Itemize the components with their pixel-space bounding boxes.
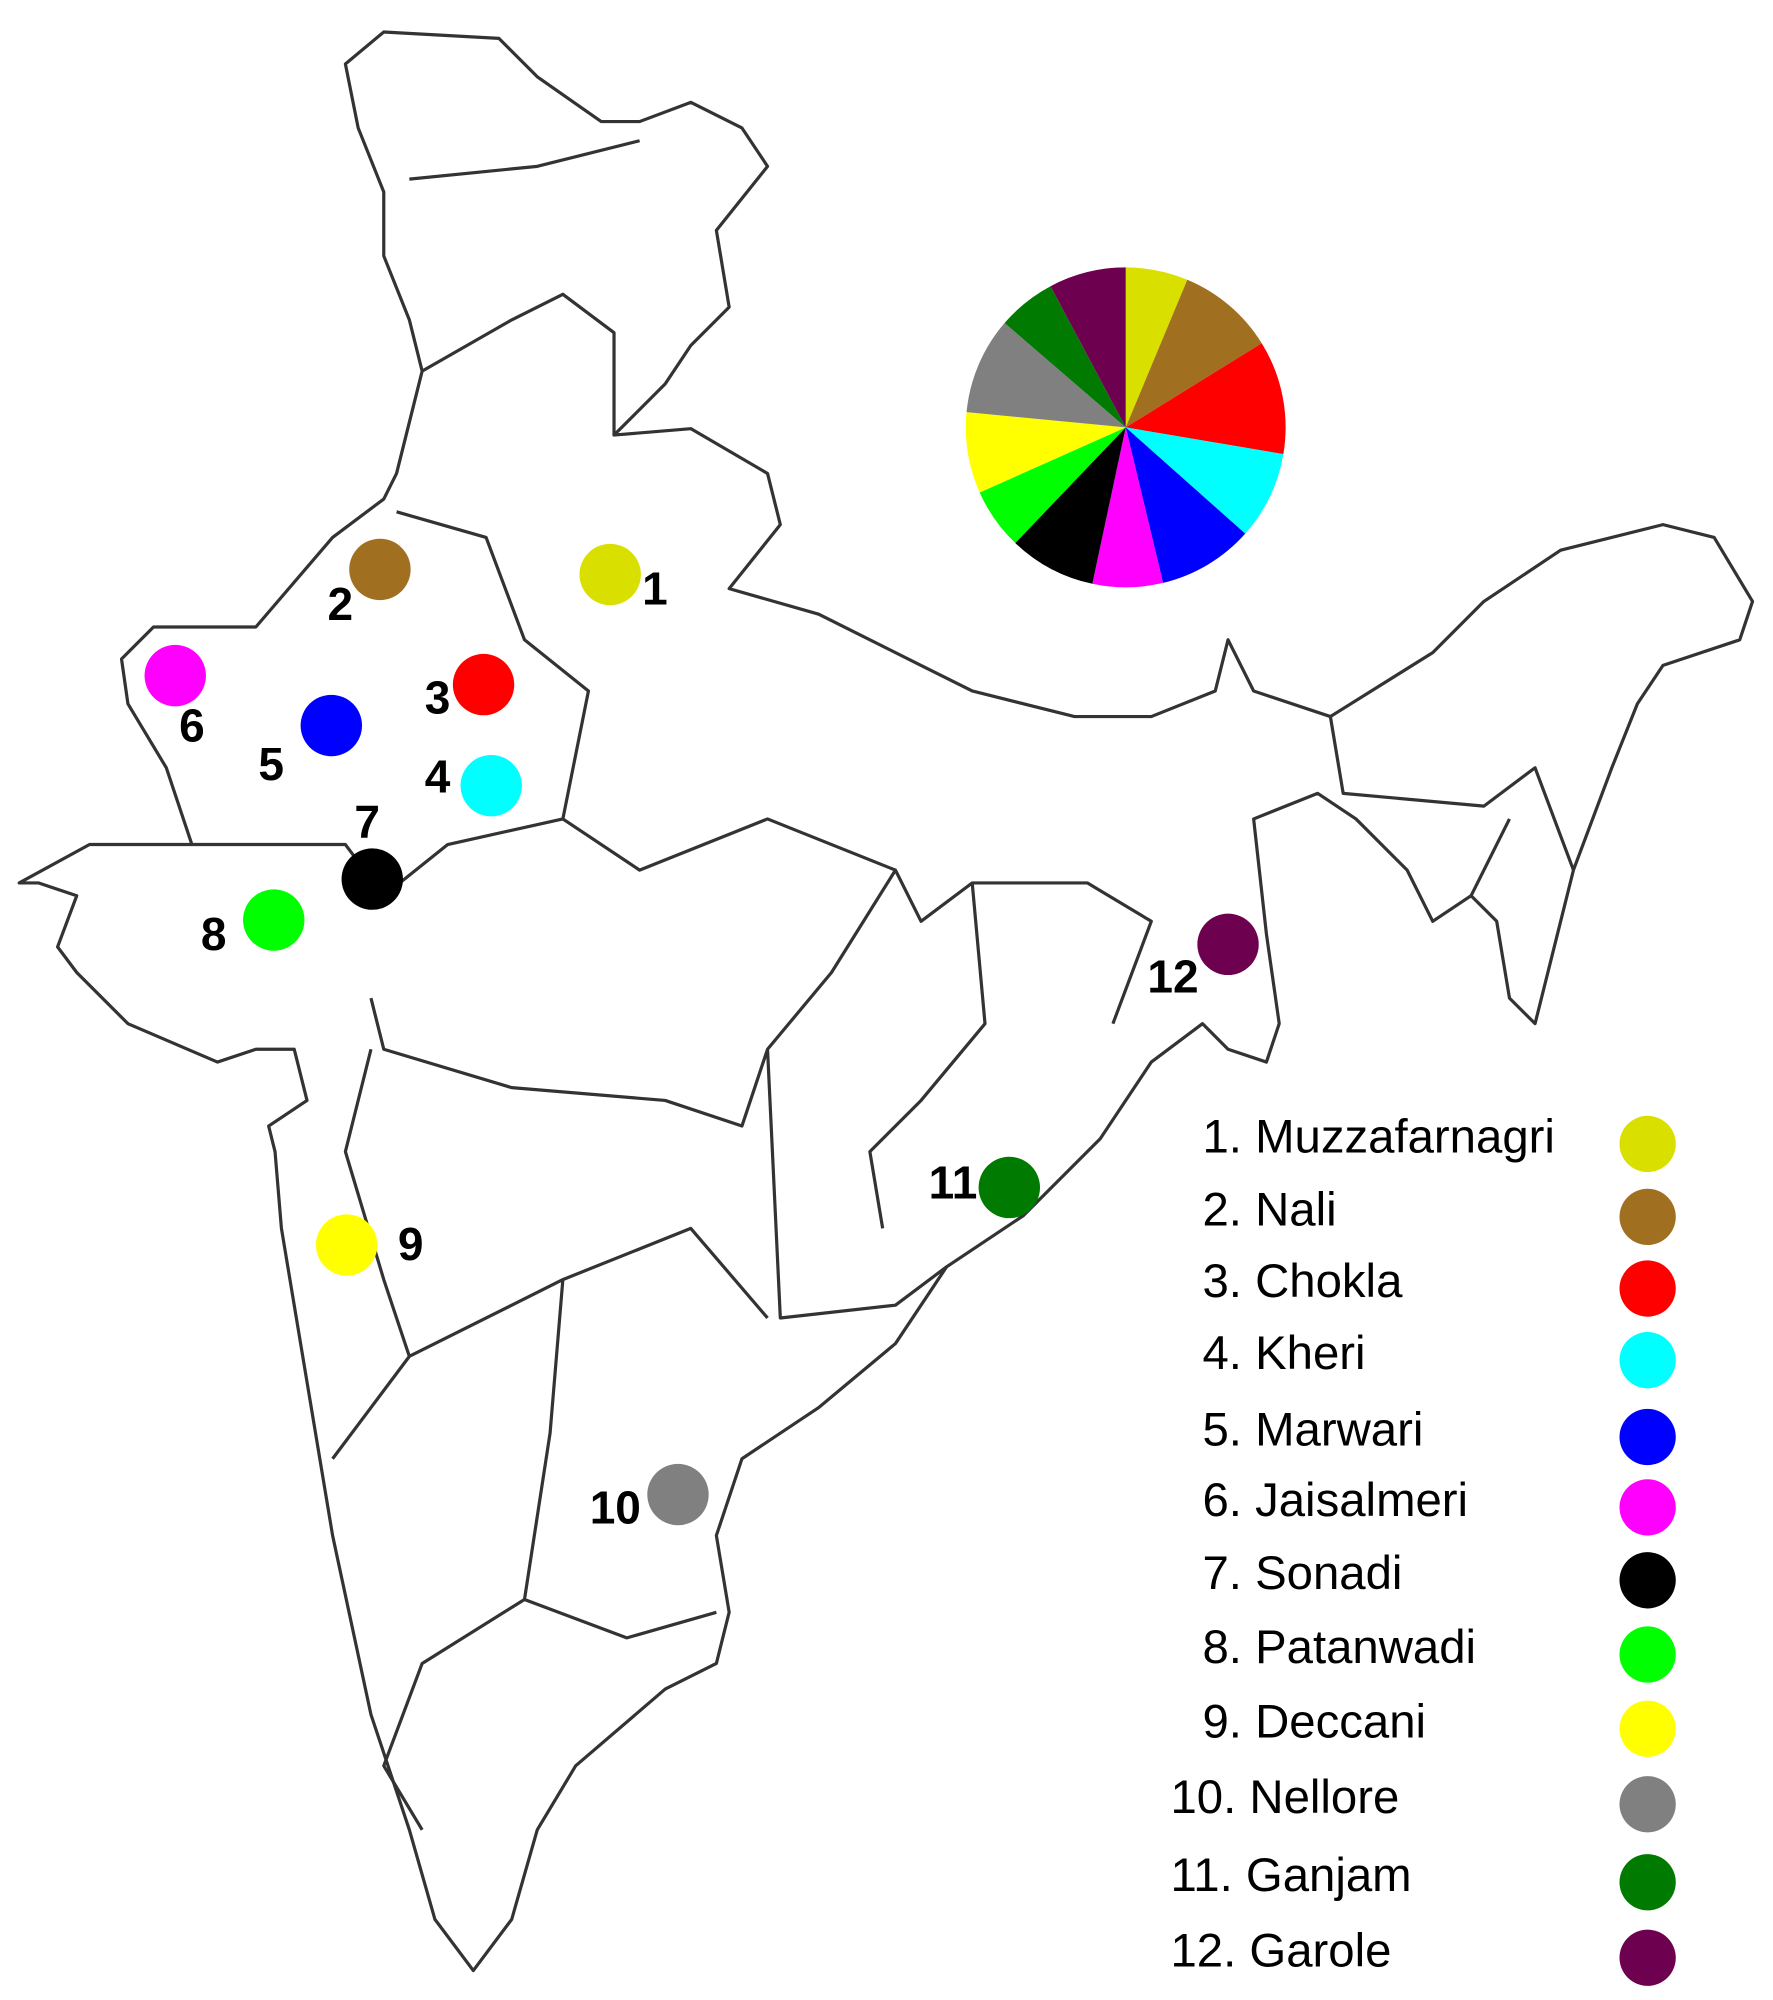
map-marker [460, 754, 522, 817]
legend-swatch [1619, 1408, 1676, 1466]
marker-number: 10 [590, 1481, 641, 1533]
legend-swatch [1619, 1776, 1676, 1833]
pie-slice [966, 323, 1126, 428]
legend-swatch [1619, 1700, 1676, 1757]
map-marker [647, 1463, 709, 1526]
legend-label: 6. Jaisalmeri [1202, 1474, 1468, 1527]
pie-slice [1050, 267, 1126, 428]
marker-number: 12 [1147, 950, 1198, 1002]
marker-number: 4 [425, 751, 451, 803]
marker-number: 6 [179, 700, 205, 752]
map-marker [579, 543, 641, 606]
map-marker [341, 848, 403, 910]
legend-swatch [1619, 1626, 1676, 1683]
legend-label: 12. Garole [1170, 1924, 1391, 1977]
legend-swatch [1619, 1115, 1676, 1173]
legend-swatch [1619, 1332, 1676, 1389]
pie-slice [1125, 427, 1284, 534]
pie-slice [1125, 343, 1286, 455]
pie-slice [1125, 267, 1188, 428]
pie-slice [1004, 286, 1126, 428]
map-marker [349, 538, 411, 601]
pie-slice [1015, 427, 1126, 584]
legend-swatch [1619, 1552, 1676, 1609]
map-marker [243, 889, 305, 951]
map-marker [144, 644, 206, 707]
marker-number: 7 [354, 796, 380, 848]
legend-label: 3. Chokla [1202, 1255, 1403, 1308]
pie-slice [979, 427, 1126, 544]
legend-swatch [1619, 1188, 1676, 1246]
marker-number: 11 [929, 1156, 978, 1208]
legend-swatch [1619, 1854, 1676, 1911]
pie-slice [1125, 427, 1246, 583]
map-marker [978, 1156, 1041, 1219]
marker-number: 8 [201, 908, 227, 960]
state-borders [191, 139, 1575, 1831]
legend-label: 11. Ganjam [1170, 1849, 1411, 1902]
marker-number: 5 [258, 738, 284, 790]
legend-label: 2. Nali [1202, 1184, 1336, 1237]
legend-label: 5. Marwari [1202, 1404, 1423, 1457]
marker-number: 9 [398, 1218, 424, 1270]
pie-slice [1125, 279, 1262, 428]
map-marker [315, 1214, 378, 1276]
legend-swatch [1619, 1260, 1676, 1317]
legend-swatch [1619, 1479, 1676, 1536]
map-marker [300, 694, 363, 757]
legend-label: 8. Patanwadi [1202, 1621, 1476, 1674]
legend-label: 1. Muzzafarnagri [1202, 1111, 1554, 1164]
marker-number: 1 [642, 563, 668, 615]
legend-label: 10. Nellore [1170, 1771, 1399, 1824]
pie-slice [965, 412, 1126, 493]
country-outline [17, 30, 1755, 1973]
map-marker [1197, 913, 1259, 976]
legend-label: 7. Sonadi [1202, 1547, 1402, 1600]
marker-number: 2 [327, 578, 353, 630]
legend-label: 4. Kheri [1202, 1327, 1365, 1380]
map-marker [452, 653, 515, 716]
legend-label: 9. Deccani [1202, 1695, 1426, 1748]
legend-swatch [1619, 1929, 1676, 1986]
pie-slice [1092, 427, 1164, 588]
marker-number: 3 [425, 671, 451, 723]
